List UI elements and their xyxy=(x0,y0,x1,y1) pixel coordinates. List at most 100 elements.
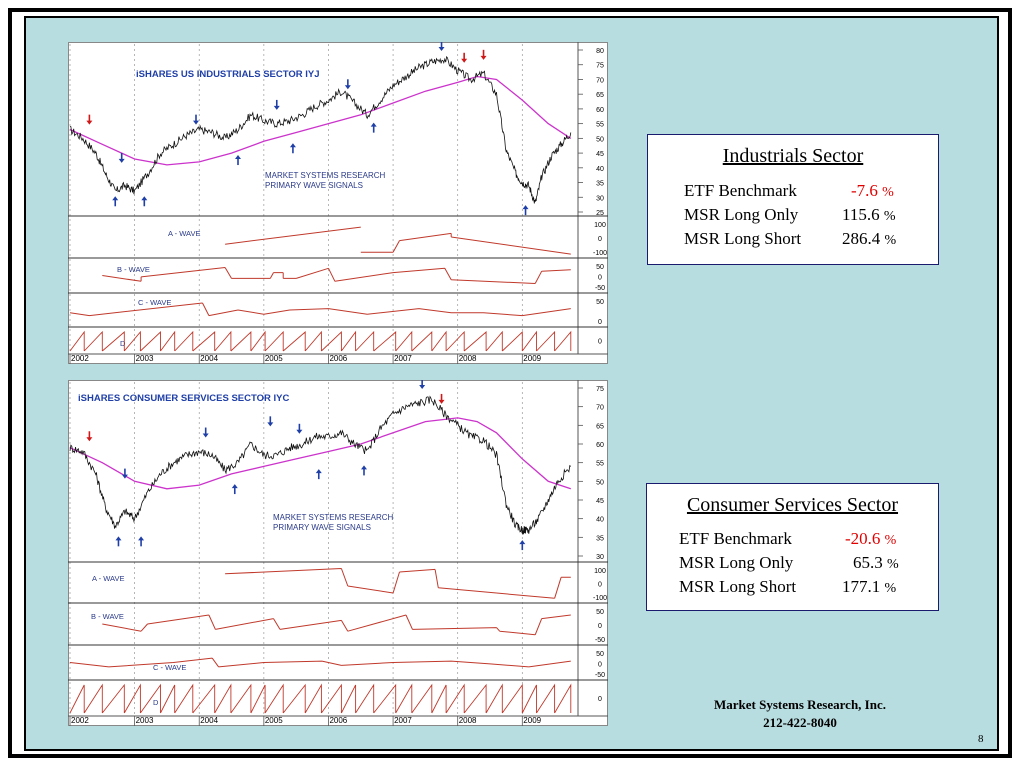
x-tick-label: 2002 xyxy=(71,716,89,725)
arrow-head xyxy=(121,474,128,479)
x-tick-label: 2006 xyxy=(329,716,347,725)
arrow-head xyxy=(480,55,487,60)
sell-arrow-icon xyxy=(118,152,125,163)
summary-label: MSR Long Short xyxy=(684,229,802,248)
summary-value: 65.3 % xyxy=(853,553,899,572)
arrow-head xyxy=(267,422,274,427)
wave-y-tick-label: 50 xyxy=(596,299,604,306)
summary-value: 177.1 % xyxy=(842,577,897,596)
chart-annotation: MARKET SYSTEMS RESEARCH xyxy=(273,513,394,522)
wave-y-tick-label: 0 xyxy=(598,696,602,703)
buy-arrow-icon xyxy=(231,484,238,495)
arrow-head xyxy=(289,143,296,148)
moving-average-line xyxy=(69,75,572,166)
sell-arrow-icon xyxy=(86,431,93,442)
wave-y-tick-label: 50 xyxy=(596,264,604,271)
y-tick-label: 70 xyxy=(596,77,604,84)
arrow-head xyxy=(273,105,280,110)
footer-company: Market Systems Research, Inc. xyxy=(714,697,886,712)
x-tick-label: 2003 xyxy=(136,716,154,725)
wave-y-tick-label: 0 xyxy=(598,236,602,243)
wave-y-tick-label: -100 xyxy=(593,250,607,257)
y-tick-label: 35 xyxy=(596,181,604,188)
x-tick-label: 2007 xyxy=(394,354,412,363)
y-tick-label: 25 xyxy=(596,210,604,217)
x-tick-label: 2003 xyxy=(136,354,154,363)
summary-value: 115.6 % xyxy=(842,205,896,224)
wave-label: C - WAVE xyxy=(138,298,171,307)
wave-y-tick-label: 0 xyxy=(598,662,602,669)
y-tick-label: 30 xyxy=(596,195,604,202)
wave-label: B - WAVE xyxy=(91,612,124,621)
industrials-summary-box: Industrials Sector ETF Benchmark -7.6 % … xyxy=(647,134,939,265)
wave-label: D xyxy=(153,698,159,707)
buy-arrow-icon xyxy=(115,536,122,547)
sell-arrow-icon xyxy=(273,99,280,110)
buy-arrow-icon xyxy=(370,122,377,133)
wave-y-tick-label: 100 xyxy=(594,222,606,229)
wave-y-tick-label: 0 xyxy=(598,339,602,346)
consumer-services-chart: 2002 2003 2004 2005 2006 2007 2008 2009 30 35 40 45… xyxy=(68,380,608,726)
arrow-head xyxy=(141,196,148,201)
wave-line xyxy=(225,226,571,255)
y-tick-label: 75 xyxy=(596,63,604,70)
buy-arrow-icon xyxy=(141,196,148,207)
summary-label: MSR Long Only xyxy=(679,553,794,572)
arrow-head xyxy=(138,536,145,541)
industrials-chart: 2002 2003 2004 2005 2006 2007 2008 2009 25 30 35 40… xyxy=(68,42,608,364)
y-tick-label: 40 xyxy=(596,166,604,173)
wave-y-tick-label: 50 xyxy=(596,651,604,658)
footer-phone: 212-422-8040 xyxy=(763,715,837,730)
y-tick-label: 55 xyxy=(596,461,604,468)
buy-arrow-icon xyxy=(138,536,145,547)
wave-line xyxy=(69,330,572,352)
arrow-head xyxy=(361,465,367,470)
x-tick-label: 2005 xyxy=(265,716,283,725)
chart-annotation: MARKET SYSTEMS RESEARCH xyxy=(265,171,386,180)
buy-arrow-icon xyxy=(522,205,529,216)
y-tick-label: 40 xyxy=(596,517,604,524)
sell-arrow-icon xyxy=(480,49,487,60)
summary-value: -7.6 % xyxy=(851,181,894,200)
y-tick-label: 30 xyxy=(596,554,604,561)
x-tick-label: 2009 xyxy=(523,354,541,363)
wave-label: D xyxy=(120,339,126,348)
buy-arrow-icon xyxy=(361,465,367,476)
y-tick-label: 55 xyxy=(596,122,604,129)
arrow-head xyxy=(519,540,526,545)
y-tick-label: 80 xyxy=(596,48,604,55)
y-tick-label: 35 xyxy=(596,535,604,542)
arrow-head xyxy=(419,385,426,389)
sell-arrow-icon xyxy=(461,52,468,63)
sell-arrow-icon xyxy=(267,416,274,427)
y-tick-label: 60 xyxy=(596,107,604,114)
summary-label: ETF Benchmark xyxy=(684,181,797,200)
buy-arrow-icon xyxy=(235,155,241,166)
arrow-head xyxy=(370,122,377,127)
arrow-head xyxy=(86,120,93,125)
x-tick-label: 2008 xyxy=(459,716,477,725)
arrow-head xyxy=(315,469,322,474)
summary-value: -20.6 % xyxy=(845,529,897,548)
wave-line xyxy=(102,267,571,284)
x-tick-label: 2006 xyxy=(329,354,347,363)
wave-y-tick-label: 0 xyxy=(598,623,602,630)
wave-line xyxy=(225,568,571,599)
arrow-head xyxy=(202,433,209,438)
sell-arrow-icon xyxy=(296,423,303,434)
y-tick-label: 60 xyxy=(596,442,604,449)
x-tick-label: 2009 xyxy=(523,716,541,725)
chart-annotation: PRIMARY WAVE SIGNALS xyxy=(273,523,371,532)
price-line xyxy=(69,395,572,536)
wave-line xyxy=(69,683,572,714)
wave-y-tick-label: 0 xyxy=(598,275,602,282)
wave-y-tick-label: 100 xyxy=(594,568,606,575)
y-tick-label: 70 xyxy=(596,405,604,412)
sell-arrow-icon xyxy=(438,393,445,404)
buy-arrow-icon xyxy=(315,469,322,480)
consumer-services-summary-box: Consumer Services Sector ETF Benchmark -… xyxy=(646,483,939,611)
summary-label: MSR Long Short xyxy=(679,577,797,596)
arrow-head xyxy=(193,120,199,125)
summary-label: ETF Benchmark xyxy=(679,529,792,548)
x-tick-label: 2007 xyxy=(394,716,412,725)
